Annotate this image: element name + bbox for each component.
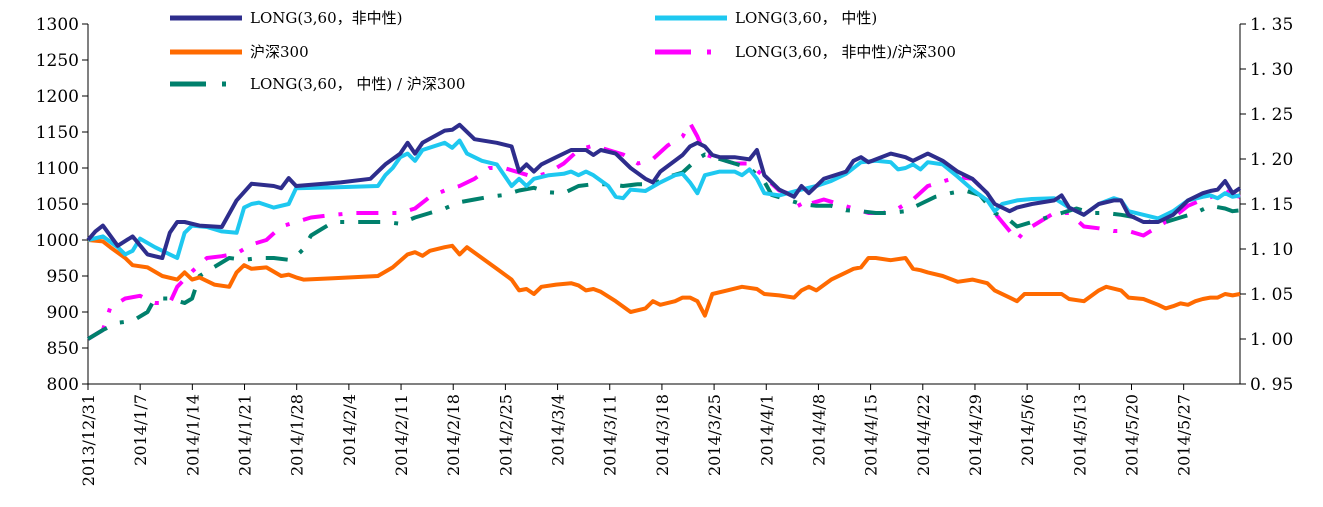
x-tick-label: 2014/4/1: [757, 394, 776, 466]
x-tick-label: 2014/2/25: [496, 394, 515, 476]
right-tick-label: 1. 10: [1250, 240, 1293, 260]
right-tick-label: 0. 95: [1250, 375, 1293, 395]
series-line-2: [87, 238, 1241, 318]
x-tick-label: 2014/5/27: [1175, 394, 1194, 476]
legend-label-1: LONG(3,60， 中性): [735, 9, 877, 27]
legend-label-4: LONG(3,60， 中性) / 沪深300: [250, 75, 465, 93]
x-tick-label: 2014/5/13: [1070, 394, 1089, 476]
left-tick-label: 800: [47, 375, 79, 395]
left-tick-label: 1300: [36, 15, 79, 35]
right-tick-label: 1. 30: [1250, 60, 1293, 80]
legend: LONG(3,60，非中性) LONG(3,60， 中性) 沪深300 LONG(3,…: [170, 9, 956, 93]
right-tick-label: 1. 25: [1250, 105, 1293, 125]
x-tick-label: 2014/1/7: [131, 394, 150, 466]
x-tick-label: 2013/12/31: [79, 394, 98, 486]
right-tick-label: 1. 00: [1250, 330, 1293, 350]
x-tick-label: 2014/2/11: [392, 394, 411, 476]
legend-label-2: 沪深300: [250, 43, 309, 61]
legend-label-0: LONG(3,60，非中性): [250, 9, 402, 27]
left-tick-label: 1050: [36, 195, 79, 215]
x-tick-label: 2014/4/15: [862, 394, 881, 476]
left-tick-label: 1150: [36, 123, 79, 143]
axes: 1300 1250 1200 1150 1100 1050 1000 950 900 850 800…: [36, 15, 1294, 486]
x-tick-label: 2014/4/29: [966, 394, 985, 476]
legend-label-3: LONG(3,60， 非中性)/沪深300: [735, 43, 956, 61]
series-line-3: [86, 121, 1241, 341]
left-tick-label: 1000: [36, 231, 79, 251]
x-tick-label: 2014/1/14: [183, 394, 202, 476]
x-tick-label: 2014/1/28: [288, 394, 307, 476]
left-tick-label: 1100: [36, 159, 79, 179]
x-tick-label: 2014/4/22: [914, 394, 933, 476]
x-tick-label: 2014/5/20: [1122, 394, 1141, 476]
right-tick-label: 1. 35: [1250, 15, 1293, 35]
left-tick-label: 950: [47, 267, 79, 287]
series-line-1: [87, 138, 1241, 260]
x-tick-label: 2014/2/4: [340, 394, 359, 466]
plot-lines: [86, 121, 1242, 341]
x-tick-label: 2014/1/21: [236, 394, 255, 476]
x-tick-label: 2014/3/11: [601, 394, 620, 476]
left-tick-label: 1250: [36, 51, 79, 71]
series-line-4: [86, 152, 1241, 341]
right-tick-label: 1. 15: [1250, 195, 1293, 215]
x-tick-label: 2014/2/18: [444, 394, 463, 476]
left-tick-label: 1200: [36, 87, 79, 107]
right-tick-label: 1. 20: [1250, 150, 1293, 170]
series-line-0: [86, 122, 1242, 260]
x-tick-label: 2014/4/8: [809, 394, 828, 466]
x-tick-label: 2014/3/18: [653, 394, 672, 476]
x-tick-label: 2014/5/6: [1018, 394, 1037, 466]
right-tick-label: 1. 05: [1250, 285, 1293, 305]
x-tick-label: 2014/3/25: [705, 394, 724, 476]
left-tick-label: 900: [47, 303, 79, 323]
left-tick-label: 850: [47, 339, 79, 359]
x-tick-label: 2014/3/4: [549, 394, 568, 466]
